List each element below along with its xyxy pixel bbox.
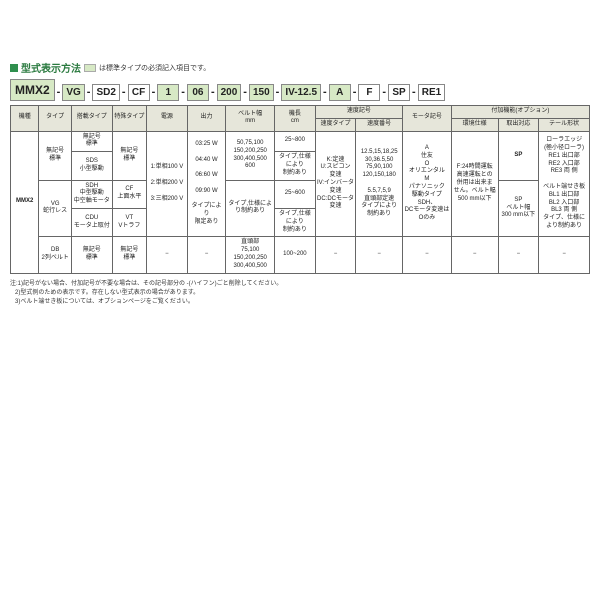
cell-speedtype: K:定速U:スピコン変速IV:インバータ変速DC:DCモータ変速 (315, 131, 356, 237)
th-motor: モータ記号 (403, 106, 452, 132)
dash: - (274, 86, 282, 101)
th-takeout: 取出対応 (498, 118, 539, 131)
cell-bw-b: タイプ,仕様により制約あり (226, 180, 275, 237)
th-tail: テール形状 (539, 118, 590, 131)
model-seg-5: 06 (187, 84, 209, 101)
title-row: 型式表示方法 は標準タイプの必須記入項目です。 (10, 60, 590, 75)
dash: - (410, 86, 418, 101)
dash: - (179, 86, 187, 101)
note-3: 3)ベルト端せき板については、オプションページをご覧ください。 (15, 299, 194, 305)
cell-len-e: 100~200 (275, 237, 316, 273)
dash: - (351, 86, 359, 101)
model-seg-6: 200 (217, 84, 242, 101)
model-seg-9: A (329, 84, 351, 101)
dash: - (321, 86, 329, 101)
cell-special-d: 無記号標準 (112, 237, 147, 273)
th-env: 環境仕様 (451, 118, 498, 131)
th-speed: 速度記号 (315, 106, 402, 119)
th-speedtype: 速度タイプ (315, 118, 356, 131)
note-1: 1)記号がない場合、付加記号が不要な場合は、その記号部分の -(ハイフン)ごと削… (18, 281, 283, 287)
cell-special-c: VTVトラフ (112, 208, 147, 236)
legend-text: は標準タイプの必須記入項目です。 (99, 63, 210, 73)
cell-type-c: DB2列ベルト (39, 237, 72, 273)
dash: - (120, 86, 128, 101)
cell-sp-b: SPベルト幅300 mm以下 (498, 180, 539, 237)
dash: - (380, 86, 388, 101)
cell-dash4: − (356, 237, 403, 273)
cell-dash7: − (498, 237, 539, 273)
dash: - (209, 86, 217, 101)
page-title: 型式表示方法 (21, 60, 81, 75)
th-length: 機長cm (275, 106, 316, 132)
note-2: 2)型式例のための表示です。存在しない型式表示の場合があります。 (15, 290, 199, 296)
cell-dash8: − (539, 237, 590, 273)
cell-dash6: − (451, 237, 498, 273)
model-seg-8: IV-12.5 (281, 84, 321, 101)
th-speednum: 速度番号 (356, 118, 403, 131)
cell-model: MMX2 (11, 131, 39, 273)
model-seg-4: 1 (157, 84, 179, 101)
th-power: 電源 (147, 106, 188, 132)
title-square (10, 64, 18, 72)
cell-mount-a: 無記号標準 (71, 131, 112, 152)
dash: - (55, 86, 63, 101)
model-seg-12: RE1 (418, 84, 445, 101)
th-type: タイプ (39, 106, 72, 132)
cell-dash3: − (315, 237, 356, 273)
th-option: 付加機能(オプション) (451, 106, 589, 119)
th-model: 機種 (11, 106, 39, 132)
model-seg-11: SP (388, 84, 410, 101)
dash: - (241, 86, 249, 101)
cell-env: F:24時間運転高速運転との併用は出来ません。ベルト幅500 mm以下 (451, 131, 498, 237)
cell-dash5: − (403, 237, 452, 273)
cell-mount-c: SDH中型駆動中空軸モータ (71, 180, 112, 208)
cell-power: 1:単相100 V2:単相200 V3:三相200 V (147, 131, 188, 237)
cell-dash2: − (187, 237, 226, 273)
dash: - (150, 86, 158, 101)
cell-output: 03:25 W04:40 W06:60 W09:90 Wタイプにより限定あり (187, 131, 226, 237)
cell-sp-a: SP (498, 131, 539, 180)
model-seg-0: MMX2 (10, 79, 55, 101)
cell-len-c: 25~600 (275, 180, 316, 208)
model-seg-7: 150 (249, 84, 274, 101)
cell-mount-d: CDUモータ上取付 (71, 208, 112, 236)
model-seg-10: F (358, 84, 380, 101)
model-seg-3: CF (128, 84, 150, 101)
cell-len-a: 25~800 (275, 131, 316, 152)
th-beltwidth: ベルト幅mm (226, 106, 275, 132)
model-seg-2: SD2 (92, 84, 119, 101)
th-special: 特殊タイプ (112, 106, 147, 132)
th-mount: 搭載タイプ (71, 106, 112, 132)
model-seg-1: VG (62, 84, 84, 101)
cell-bw-a: 50,75,100150,200,250300,400,500600 (226, 131, 275, 180)
cell-len-d: タイプ,仕様により制約あり (275, 208, 316, 236)
model-number-row: MMX2-VG-SD2-CF-1-06-200-150-IV-12.5-A-F-… (10, 79, 590, 101)
cell-special-b: CF上面水平 (112, 180, 147, 208)
note-lead: 注: (10, 281, 18, 287)
dash: - (85, 86, 93, 101)
cell-motor: A住友OオリエンタルMパナソニック駆動タイプSDH、DCモータ変速はOのみ (403, 131, 452, 237)
cell-mount-e: 無記号標準 (71, 237, 112, 273)
cell-dash1: − (147, 237, 188, 273)
footnotes: 注:1)記号がない場合、付加記号が不要な場合は、その記号部分の -(ハイフン)ご… (10, 280, 590, 307)
cell-special-a: 無記号標準 (112, 131, 147, 180)
spec-table: 機種 タイプ 搭載タイプ 特殊タイプ 電源 出力 ベルト幅mm 機長cm 速度記… (10, 105, 590, 274)
cell-bw-c: 直頭部75,100150,200,250300,400,500 (226, 237, 275, 273)
cell-type-a: 無記号標準 (39, 131, 72, 180)
cell-tail: ローラエッジ(極小径ローラ)RE1 出口部RE2 入口部RE3 両 側ベルト端せ… (539, 131, 590, 237)
cell-mount-b: SDS小型駆動 (71, 152, 112, 180)
cell-speednum: 12.5,15,18,2530,36.5,5075,90,100120,150,… (356, 131, 403, 237)
cell-type-b: VG蛇行レス (39, 180, 72, 237)
cell-len-b: タイプ,仕様により制約あり (275, 152, 316, 180)
th-output: 出力 (187, 106, 226, 132)
legend-swatch (84, 64, 96, 72)
